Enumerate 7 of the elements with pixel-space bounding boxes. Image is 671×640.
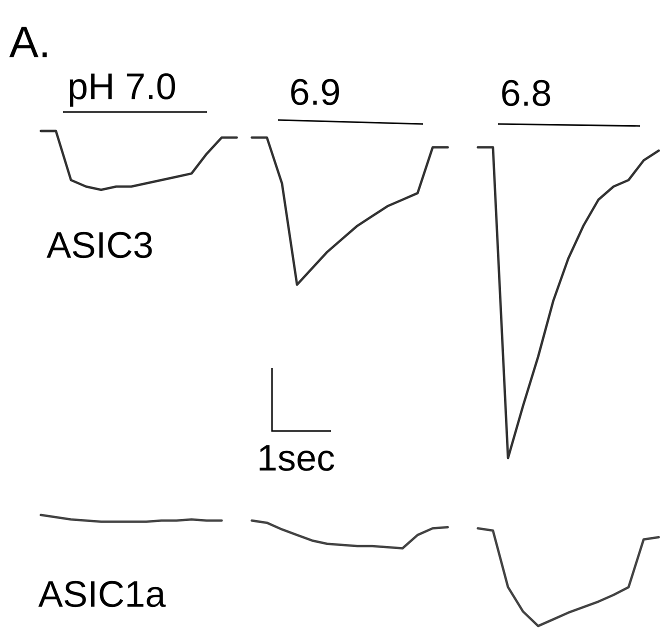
text: 6.8 <box>502 80 550 106</box>
chart-title: A. <box>9 26 47 58</box>
annotation: ASIC1a <box>38 580 166 608</box>
annotation: 1sec <box>260 445 334 471</box>
text: pH 7.0 <box>70 73 176 107</box>
annotation: ASIC3 <box>46 232 152 258</box>
text: 6.9 <box>291 78 339 106</box>
